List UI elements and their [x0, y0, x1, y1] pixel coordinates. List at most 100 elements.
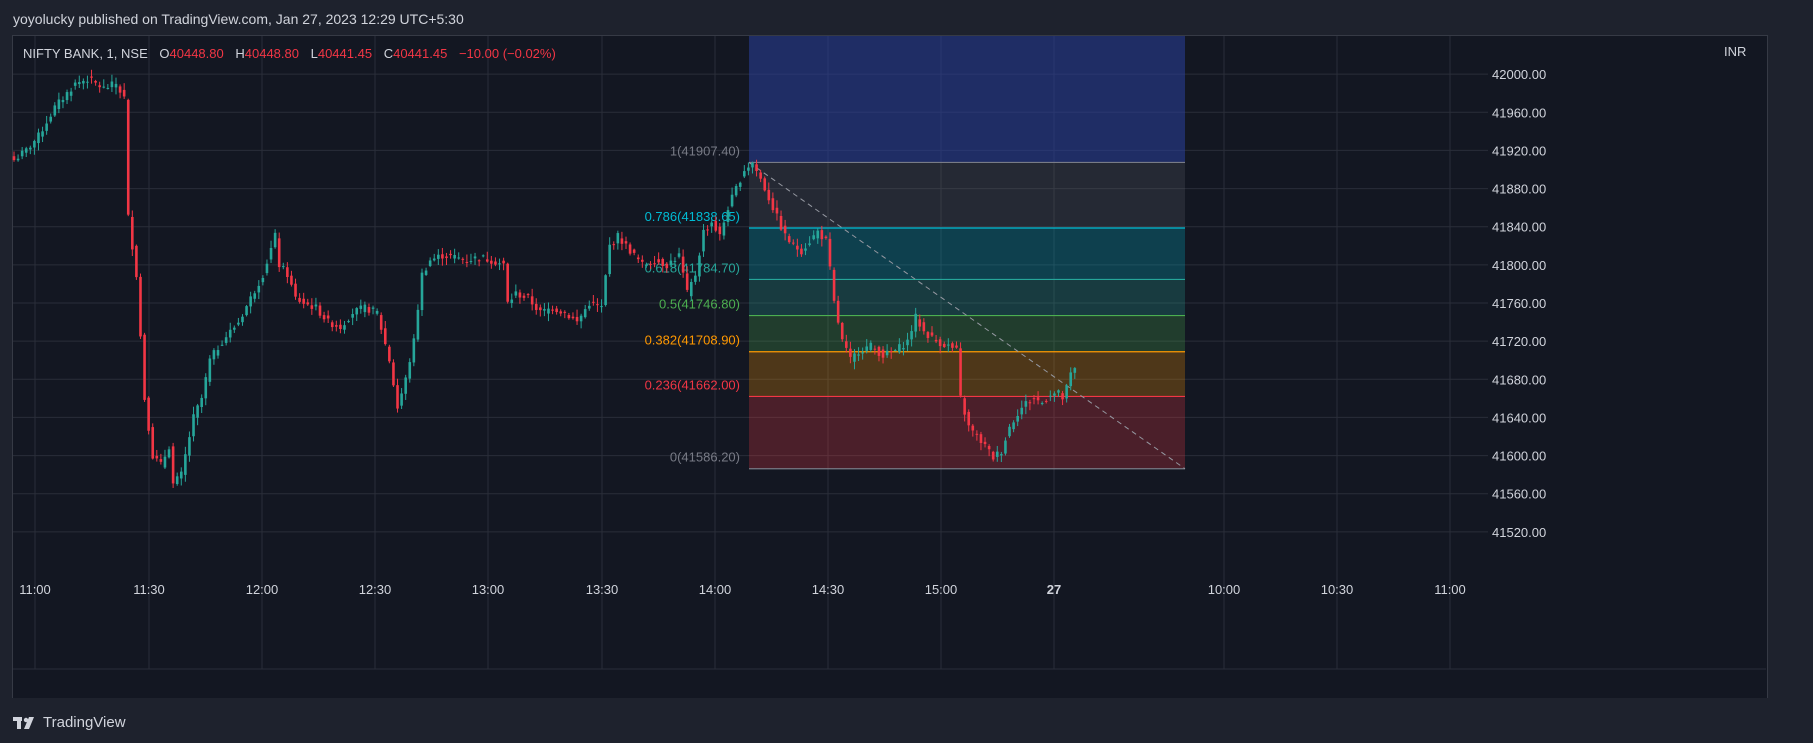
- candle-body: [310, 305, 314, 309]
- fib-zone: [749, 279, 1185, 316]
- candle-body: [685, 273, 689, 290]
- candle-body: [836, 300, 840, 323]
- currency-label: INR: [1724, 44, 1747, 59]
- candle-body: [192, 414, 195, 437]
- candle-body: [122, 89, 126, 97]
- candle-body: [869, 342, 873, 350]
- symbol-name[interactable]: NIFTY BANK, 1, NSE: [23, 46, 148, 61]
- candle-body: [624, 241, 628, 244]
- candle-body: [616, 233, 620, 244]
- candle-body: [547, 308, 550, 314]
- candle-body: [110, 81, 114, 88]
- candle-body: [1061, 393, 1064, 400]
- candle-body: [139, 276, 142, 337]
- candle-body: [702, 229, 705, 252]
- candle-body: [82, 80, 85, 84]
- candle-body: [963, 398, 966, 415]
- time-tick-label: 10:30: [1321, 582, 1354, 597]
- candle-body: [1008, 426, 1011, 437]
- candle-body: [885, 350, 889, 356]
- candle-body: [971, 425, 975, 431]
- candle-body: [893, 350, 897, 352]
- candle-body: [857, 354, 860, 356]
- candle-body: [171, 446, 175, 484]
- candle-body: [661, 258, 665, 266]
- candle-body: [726, 210, 730, 223]
- candle-body: [281, 266, 285, 268]
- candle-body: [379, 315, 383, 330]
- candle-body: [824, 236, 828, 239]
- candle-body: [437, 254, 440, 259]
- brand[interactable]: TradingView: [13, 714, 126, 731]
- candle-body: [775, 207, 779, 214]
- candle-body: [286, 267, 289, 277]
- candle-body: [506, 263, 509, 302]
- candle-body: [959, 348, 962, 396]
- candle-body: [620, 238, 624, 244]
- candle-body: [539, 307, 542, 311]
- candle-body: [563, 311, 567, 313]
- candle-body: [641, 259, 644, 262]
- candle-body: [179, 471, 183, 479]
- candle-body: [335, 325, 338, 327]
- candle-body: [502, 260, 505, 264]
- candle-body: [428, 260, 432, 266]
- candle-body: [45, 123, 48, 131]
- candle-body: [942, 343, 946, 347]
- candle-body: [747, 167, 750, 171]
- candle-body: [938, 339, 942, 347]
- candle-body: [1012, 422, 1015, 430]
- fib-zone: [749, 315, 1185, 352]
- candle-body: [188, 437, 191, 456]
- time-tick-label: 10:00: [1208, 582, 1241, 597]
- open-value: 40448.80: [169, 46, 224, 61]
- candle-body: [559, 311, 563, 314]
- candle-body: [118, 86, 122, 93]
- price-tick-label: 41680.00: [1492, 372, 1546, 387]
- candle-body: [669, 260, 673, 266]
- candle-body: [102, 86, 106, 88]
- candle-body: [204, 377, 208, 399]
- candle-body: [930, 332, 934, 336]
- candle-body: [763, 178, 767, 191]
- candle-body: [665, 263, 669, 269]
- candle-body: [241, 316, 244, 323]
- candle-body: [987, 446, 991, 450]
- candle-body: [612, 244, 616, 246]
- candle-body: [596, 304, 599, 306]
- candle-body: [873, 348, 877, 350]
- candle-body: [208, 358, 212, 382]
- low-value: 40441.45: [317, 46, 373, 61]
- candle-body: [567, 314, 571, 319]
- fib-level-label: 0.382(41708.90): [645, 333, 740, 348]
- candle-body: [934, 339, 938, 342]
- candle-body: [383, 328, 387, 345]
- price-tick-label: 42000.00: [1492, 67, 1546, 82]
- candle-body: [706, 229, 709, 231]
- candle-body: [604, 275, 607, 306]
- candle-body: [1016, 416, 1019, 422]
- candle-body: [730, 194, 734, 207]
- candle-body: [363, 304, 367, 313]
- candle-body: [918, 319, 922, 327]
- candle-body: [441, 254, 444, 259]
- candle-body: [396, 385, 399, 409]
- candle-body: [1028, 402, 1032, 404]
- candle-body: [820, 230, 824, 240]
- candle-body: [522, 295, 526, 298]
- candle-body: [681, 256, 685, 273]
- candle-body: [551, 309, 554, 311]
- time-tick-label: 13:30: [586, 582, 619, 597]
- candle-body: [175, 476, 179, 485]
- candle-body: [1040, 403, 1044, 405]
- candle-body: [902, 348, 905, 350]
- high-value: 40448.80: [244, 46, 299, 61]
- candle-body: [330, 322, 334, 328]
- time-tick-label: 14:30: [812, 582, 845, 597]
- candle-body: [743, 171, 746, 177]
- candle-body: [453, 255, 456, 259]
- candle-body: [322, 315, 326, 320]
- candle-body: [657, 259, 660, 263]
- price-chart[interactable]: 1(41907.40) 0.786(41838.65) 0.618(41784.70…: [0, 0, 1813, 698]
- candle-body: [1024, 401, 1028, 407]
